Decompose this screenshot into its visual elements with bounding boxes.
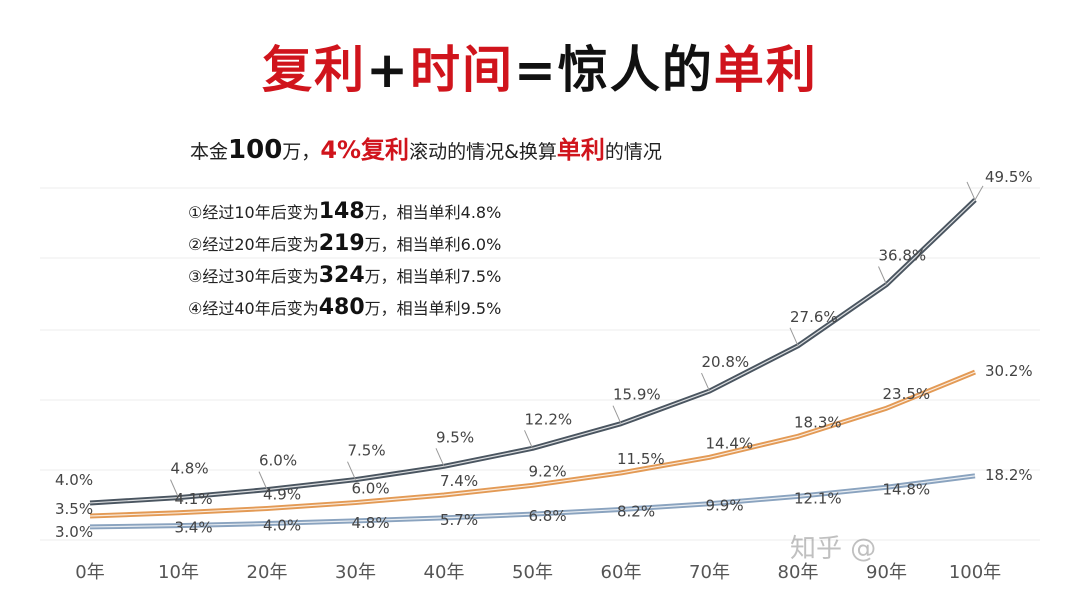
data-label: 9.9% <box>706 497 744 515</box>
data-label: 18.2% <box>985 466 1033 484</box>
data-label: 6.0% <box>259 452 297 470</box>
x-tick-label: 70年 <box>689 562 730 583</box>
data-label: 8.2% <box>617 502 655 520</box>
chart-title: 复利+时间=惊人的单利 <box>0 30 1080 102</box>
data-label: 7.5% <box>348 442 386 460</box>
notes-list: ①经过10年后变为148万，相当单利4.8% ②经过20年后变为219万，相当单… <box>188 196 501 324</box>
simple-interest-label: 单利 <box>556 136 605 164</box>
data-label: 23.5% <box>883 385 931 403</box>
data-label: 4.1% <box>175 490 213 508</box>
x-tick-label: 10年 <box>158 562 199 583</box>
data-label: 14.8% <box>883 480 931 498</box>
compound-rate: 4%复利 <box>320 136 410 164</box>
principal-amount: 100 <box>228 135 283 165</box>
x-tick-label: 100年 <box>949 562 1001 583</box>
leader-line <box>878 266 887 285</box>
data-label: 12.1% <box>794 489 842 507</box>
leader-line <box>974 185 984 201</box>
data-label: 3.4% <box>175 519 213 537</box>
leader-line <box>524 430 533 449</box>
leader-line <box>435 448 445 467</box>
data-label: 4.8% <box>171 460 209 478</box>
note-item: ③经过30年后变为324万，相当单利7.5% <box>188 260 501 292</box>
leader-line <box>789 327 799 346</box>
data-label: 14.4% <box>706 434 754 452</box>
note-amount: 324 <box>318 263 365 288</box>
title-part: 单利 <box>713 41 818 99</box>
data-label: 12.2% <box>525 410 573 428</box>
data-label: 4.8% <box>352 514 390 532</box>
title-part: 时间 <box>410 41 514 99</box>
note-text: 万，相当单利4.8% <box>364 203 502 222</box>
series-line-highlight <box>89 371 976 517</box>
data-label: 6.0% <box>352 480 390 498</box>
data-label: 6.8% <box>529 507 567 525</box>
title-part: + <box>366 41 410 99</box>
data-label: 49.5% <box>985 168 1033 186</box>
data-label: 4.9% <box>263 485 301 503</box>
data-label: 11.5% <box>617 450 665 468</box>
leader-line <box>258 471 268 490</box>
subtitle-text: 滚动的情况&换算 <box>409 141 557 163</box>
x-tick-label: 20年 <box>247 562 288 583</box>
subtitle-text: 万， <box>282 141 321 163</box>
data-label: 3.5% <box>55 500 93 518</box>
subtitle-text: 本金 <box>190 141 229 163</box>
x-tick-label: 0年 <box>75 562 104 583</box>
note-text: 万，相当单利9.5% <box>364 299 502 318</box>
subtitle-text: 的情况 <box>604 141 662 163</box>
series-line <box>89 198 977 506</box>
data-label: 27.6% <box>790 308 838 326</box>
data-label: 18.3% <box>794 413 842 431</box>
watermark: 知乎 @ <box>790 534 877 564</box>
data-label: 20.8% <box>702 353 750 371</box>
leader-line <box>966 181 976 201</box>
leader-line <box>612 405 622 424</box>
data-label: 7.4% <box>440 472 478 490</box>
chart-subtitle: 本金100万，4%复利滚动的情况&换算单利的情况 <box>190 130 662 165</box>
data-label: 4.0% <box>55 471 93 489</box>
note-text: 万，相当单利6.0% <box>364 235 502 254</box>
data-label: 3.0% <box>55 523 93 541</box>
data-label: 4.0% <box>263 517 301 535</box>
note-text: 万，相当单利7.5% <box>364 267 502 286</box>
x-tick-label: 60年 <box>601 562 642 583</box>
series-line-highlight <box>89 199 976 504</box>
note-item: ②经过20年后变为219万，相当单利6.0% <box>188 228 501 260</box>
leader-line <box>170 479 179 498</box>
title-part: = <box>514 41 558 99</box>
note-amount: 219 <box>318 231 365 256</box>
data-label: 9.5% <box>436 428 474 446</box>
note-item: ④经过40年后变为480万，相当单利9.5% <box>188 292 501 324</box>
note-amount: 148 <box>318 199 365 224</box>
note-text: ③经过30年后变为 <box>188 267 319 286</box>
data-label: 9.2% <box>529 462 567 480</box>
leader-line <box>347 461 356 480</box>
note-text: ④经过40年后变为 <box>188 299 319 318</box>
note-text: ②经过20年后变为 <box>188 235 319 254</box>
title-part: 惊人的 <box>557 41 714 99</box>
series-line-highlight <box>89 475 976 528</box>
data-label: 15.9% <box>613 386 661 404</box>
note-item: ①经过10年后变为148万，相当单利4.8% <box>188 196 501 228</box>
x-tick-label: 80年 <box>778 562 819 583</box>
data-label: 36.8% <box>879 247 927 265</box>
note-text: ①经过10年后变为 <box>188 203 319 222</box>
leader-line <box>701 372 710 392</box>
data-label: 5.7% <box>440 511 478 529</box>
x-tick-label: 40年 <box>424 562 465 583</box>
note-amount: 480 <box>318 295 365 320</box>
x-tick-label: 50年 <box>512 562 553 583</box>
x-tick-label: 30年 <box>335 562 376 583</box>
x-tick-label: 90年 <box>866 562 907 583</box>
data-label: 30.2% <box>985 362 1033 380</box>
title-part: 复利 <box>262 41 367 99</box>
